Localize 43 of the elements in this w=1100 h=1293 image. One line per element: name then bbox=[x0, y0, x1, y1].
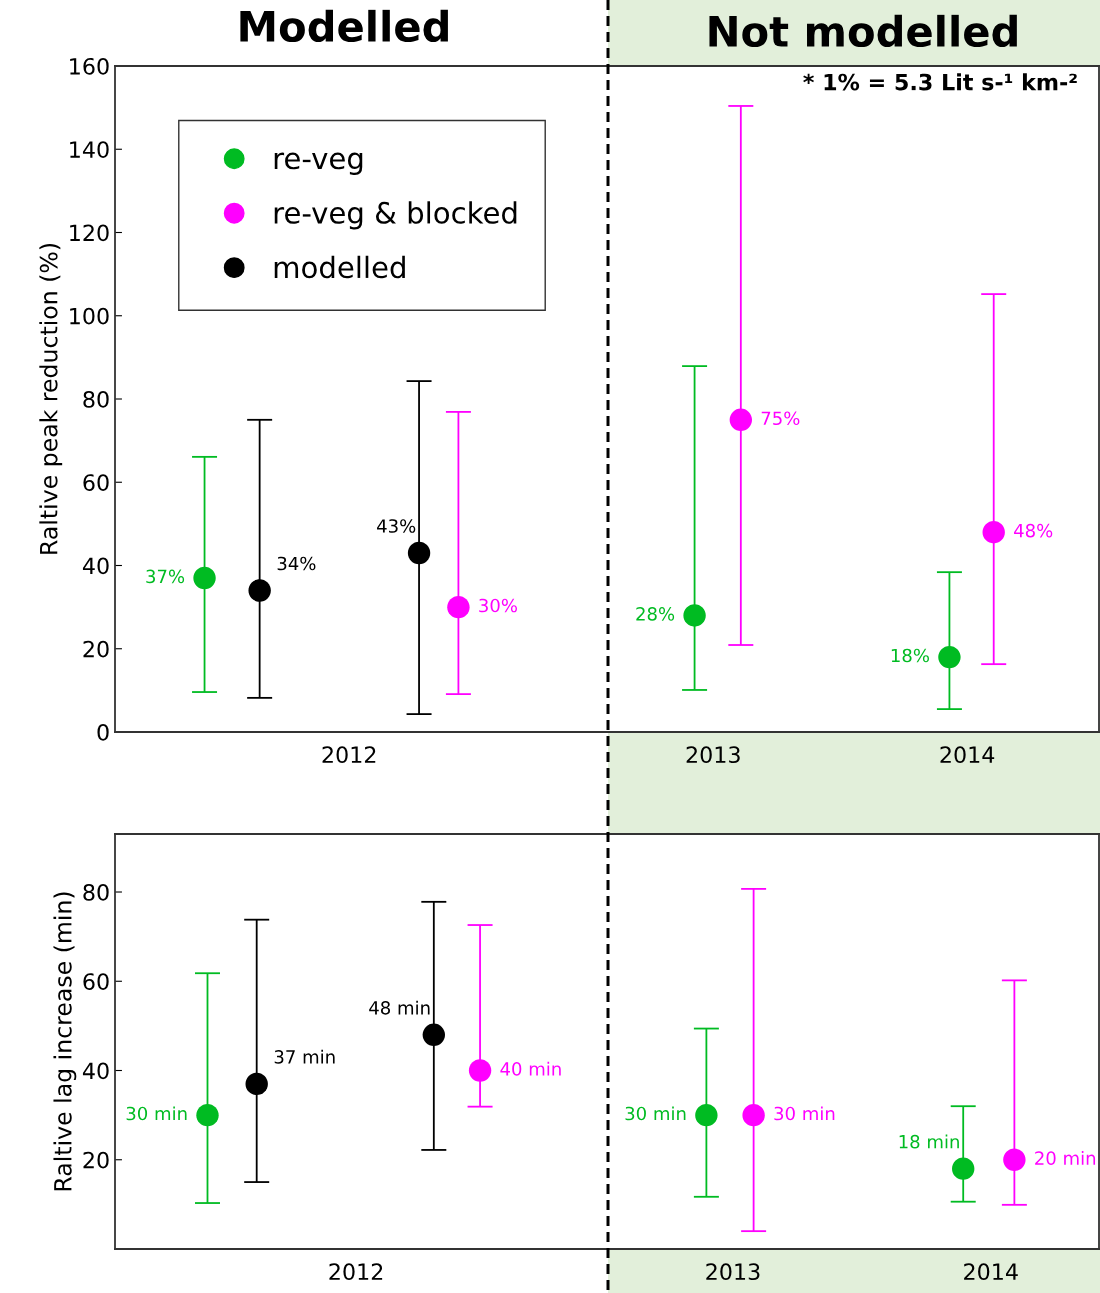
y-axis-title: Raltive lag increase (min) bbox=[53, 892, 77, 1191]
data-label: 30% bbox=[479, 598, 517, 613]
y-tick-label: 120 bbox=[70, 224, 109, 242]
data-label: 30 min bbox=[126, 1106, 187, 1121]
legend-label: re-veg bbox=[274, 152, 363, 176]
data-label: 30 min bbox=[774, 1106, 835, 1121]
y-tick-label: 20 bbox=[83, 640, 109, 658]
data-label: 48 min bbox=[369, 1000, 430, 1015]
y-tick-label: 100 bbox=[70, 307, 109, 325]
data-label: 48% bbox=[1014, 523, 1053, 538]
data-label: 43% bbox=[377, 519, 416, 533]
y-tick-label: 60 bbox=[83, 973, 109, 991]
y-tick-label: 140 bbox=[70, 141, 109, 159]
y-tick-label: 80 bbox=[83, 390, 109, 408]
legend-label: re-veg & blocked bbox=[274, 201, 517, 230]
y-tick-label: 20 bbox=[83, 1151, 109, 1169]
annotation: * 1% = 5.3 Lit s-¹ km-² bbox=[803, 73, 1077, 91]
data-label: 37% bbox=[146, 569, 185, 584]
data-label: 30 min bbox=[625, 1106, 686, 1121]
text: Not modelled bbox=[709, 14, 1017, 48]
data-label: 40 min bbox=[500, 1061, 561, 1076]
x-tick-label: 2014 bbox=[940, 746, 995, 764]
x-tick-label: 2013 bbox=[686, 746, 740, 764]
x-tick-label: 2012 bbox=[322, 746, 376, 764]
y-tick-label: 160 bbox=[70, 57, 109, 75]
legend-label: modelled bbox=[274, 255, 405, 279]
text: Modelled bbox=[240, 9, 448, 43]
data-label: 75% bbox=[761, 411, 800, 426]
y-tick-label: 60 bbox=[83, 474, 109, 492]
y-tick-label: 80 bbox=[83, 883, 109, 901]
data-label: 28% bbox=[636, 607, 675, 621]
data-label: 34% bbox=[277, 556, 316, 571]
data-label: 20 min bbox=[1035, 1151, 1096, 1165]
x-tick-label: 2012 bbox=[329, 1263, 383, 1281]
data-label: 18 min bbox=[899, 1134, 959, 1149]
y-tick-label: 40 bbox=[82, 1062, 109, 1080]
y-tick-label: 0 bbox=[97, 723, 109, 741]
x-tick-label: 2013 bbox=[706, 1263, 760, 1281]
data-label: 37 min bbox=[274, 1049, 335, 1064]
y-tick-label: 40 bbox=[82, 557, 109, 575]
y-axis-title: Raltive peak reduction (%) bbox=[39, 243, 63, 554]
x-tick-label: 2014 bbox=[964, 1263, 1018, 1281]
data-label: 18% bbox=[891, 648, 929, 663]
